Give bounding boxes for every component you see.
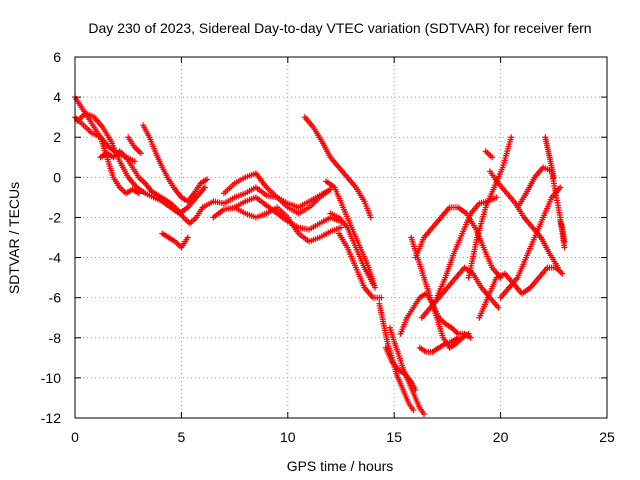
data-points bbox=[72, 94, 568, 417]
data-series-18 bbox=[382, 344, 419, 393]
data-series-32 bbox=[482, 148, 496, 161]
chart-title: Day 230 of 2023, Sidereal Day-to-day VTE… bbox=[88, 20, 591, 36]
y-axis-label: SDTVAR / TECUs bbox=[6, 182, 22, 294]
plot-area-border bbox=[74, 56, 608, 419]
y-tick-label: -2 bbox=[49, 209, 62, 225]
data-point-marker bbox=[378, 294, 385, 301]
data-series-16 bbox=[376, 300, 417, 413]
y-tick-label: -12 bbox=[41, 410, 61, 426]
x-tick-label: 15 bbox=[386, 429, 402, 445]
data-series-5 bbox=[140, 122, 210, 205]
data-series-11 bbox=[231, 204, 344, 245]
data-point-marker bbox=[455, 334, 462, 341]
data-series-6 bbox=[125, 134, 144, 157]
data-point-marker bbox=[465, 330, 472, 337]
y-tick-label: 4 bbox=[53, 89, 61, 105]
data-series-21 bbox=[416, 334, 462, 355]
data-point-marker bbox=[467, 334, 474, 341]
y-tick-label: 0 bbox=[53, 169, 61, 185]
data-series-30 bbox=[542, 134, 557, 181]
data-point-marker bbox=[412, 386, 419, 393]
data-point-marker bbox=[495, 304, 502, 311]
x-tick-label: 25 bbox=[599, 429, 615, 445]
y-tick-label: 6 bbox=[53, 49, 61, 65]
data-point-marker bbox=[559, 270, 566, 277]
data-point-marker bbox=[137, 150, 144, 157]
data-point-marker bbox=[369, 280, 376, 287]
data-point-marker bbox=[493, 194, 500, 201]
data-point-marker bbox=[327, 186, 334, 193]
data-series-10 bbox=[220, 170, 334, 217]
y-tick-label: 2 bbox=[53, 129, 61, 145]
data-series-7 bbox=[159, 230, 191, 251]
data-series-19 bbox=[397, 290, 474, 341]
x-tick-label: 10 bbox=[280, 429, 296, 445]
data-point-marker bbox=[203, 176, 210, 183]
x-axis-label: GPS time / hours bbox=[287, 458, 394, 474]
x-tick-label: 20 bbox=[493, 429, 509, 445]
data-point-marker bbox=[338, 224, 344, 231]
data-series-14 bbox=[327, 210, 376, 287]
data-series-27 bbox=[476, 264, 566, 321]
data-point-marker bbox=[201, 184, 208, 191]
data-point-marker bbox=[561, 244, 568, 251]
data-point-marker bbox=[420, 410, 427, 417]
x-tick-label: 5 bbox=[178, 429, 186, 445]
y-tick-label: -8 bbox=[49, 330, 62, 346]
data-series-26 bbox=[486, 168, 562, 271]
data-series-17 bbox=[386, 324, 427, 417]
data-point-marker bbox=[131, 158, 138, 165]
y-tick-label: -6 bbox=[49, 290, 62, 306]
data-series-28 bbox=[497, 184, 564, 301]
data-series-4 bbox=[97, 148, 206, 227]
y-tick-label: -4 bbox=[49, 250, 62, 266]
data-point-marker bbox=[550, 174, 557, 181]
data-point-marker bbox=[508, 134, 515, 141]
data-point-marker bbox=[367, 214, 374, 221]
y-tick-label: -10 bbox=[41, 370, 61, 386]
data-point-marker bbox=[372, 284, 379, 291]
data-point-marker bbox=[561, 238, 568, 245]
data-series-24 bbox=[433, 194, 500, 301]
x-tick-label: 0 bbox=[71, 429, 79, 445]
data-point-marker bbox=[410, 406, 417, 413]
data-series-13 bbox=[323, 178, 379, 291]
data-series-12 bbox=[301, 114, 374, 221]
data-series-15 bbox=[335, 230, 385, 301]
data-series-31 bbox=[557, 218, 568, 245]
grid-lines bbox=[75, 57, 607, 418]
data-point-marker bbox=[489, 154, 496, 161]
data-point-marker bbox=[557, 184, 564, 191]
data-point-marker bbox=[184, 234, 191, 241]
